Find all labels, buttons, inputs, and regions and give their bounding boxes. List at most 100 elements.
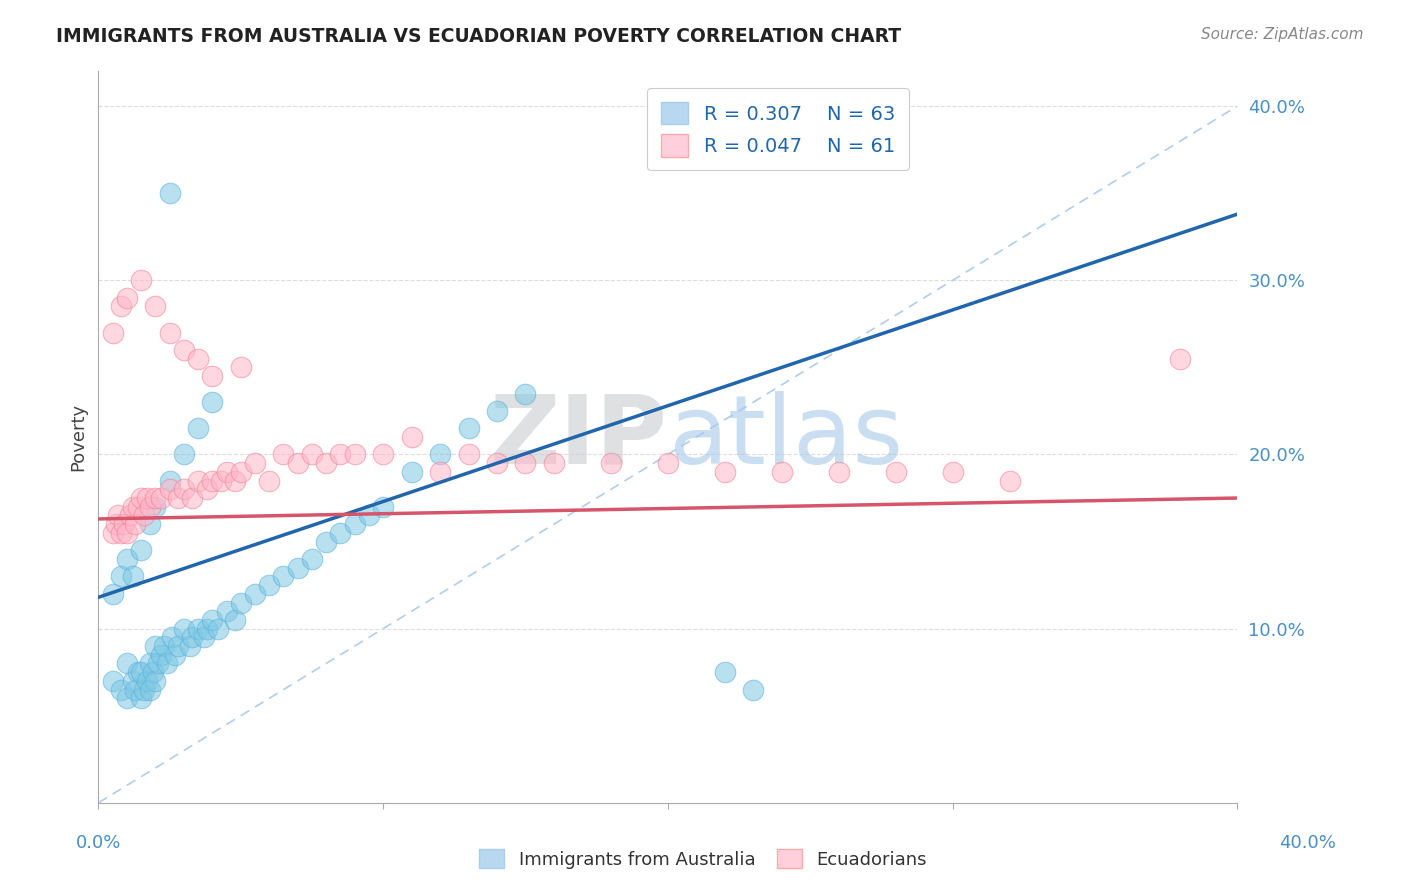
Point xyxy=(124,682,146,697)
Point xyxy=(165,648,187,662)
Point xyxy=(148,657,170,671)
Point xyxy=(156,657,179,671)
Point xyxy=(770,465,793,479)
Point xyxy=(357,508,380,523)
Point xyxy=(135,673,157,688)
Point xyxy=(159,483,181,497)
Point xyxy=(998,474,1021,488)
Y-axis label: Poverty: Poverty xyxy=(69,403,87,471)
Point xyxy=(1170,351,1192,366)
Point xyxy=(828,465,851,479)
Point xyxy=(153,639,176,653)
Point xyxy=(118,508,141,523)
Point xyxy=(162,631,184,645)
Point xyxy=(141,665,163,680)
Point xyxy=(343,517,366,532)
Point xyxy=(150,648,173,662)
Point xyxy=(129,665,152,680)
Point xyxy=(159,186,181,201)
Point xyxy=(329,525,352,540)
Point xyxy=(301,552,323,566)
Point xyxy=(201,369,224,384)
Point xyxy=(145,673,167,688)
Point xyxy=(127,500,149,514)
Point xyxy=(215,465,238,479)
Point xyxy=(167,491,190,505)
Point xyxy=(110,569,132,583)
Point xyxy=(515,386,537,401)
Point xyxy=(145,300,167,314)
Point xyxy=(159,326,181,340)
Point xyxy=(173,483,195,497)
Point xyxy=(101,525,124,540)
Point xyxy=(401,430,423,444)
Point xyxy=(101,673,124,688)
Point xyxy=(742,682,765,697)
Point xyxy=(373,500,395,514)
Point xyxy=(657,456,679,470)
Legend: Immigrants from Australia, Ecuadorians: Immigrants from Australia, Ecuadorians xyxy=(471,842,935,876)
Point xyxy=(373,448,395,462)
Point xyxy=(201,613,224,627)
Point xyxy=(173,622,195,636)
Point xyxy=(224,474,246,488)
Point xyxy=(273,569,295,583)
Point xyxy=(187,421,209,435)
Point xyxy=(110,300,132,314)
Point xyxy=(195,622,218,636)
Text: atlas: atlas xyxy=(668,391,903,483)
Point xyxy=(224,613,246,627)
Point xyxy=(315,534,337,549)
Point xyxy=(273,448,295,462)
Point xyxy=(181,491,204,505)
Point xyxy=(343,448,366,462)
Point xyxy=(101,587,124,601)
Point xyxy=(101,326,124,340)
Point xyxy=(115,525,138,540)
Point xyxy=(193,631,215,645)
Text: Source: ZipAtlas.com: Source: ZipAtlas.com xyxy=(1201,27,1364,42)
Point xyxy=(315,456,337,470)
Point xyxy=(124,517,146,532)
Point xyxy=(150,491,173,505)
Point xyxy=(173,448,195,462)
Point xyxy=(179,639,201,653)
Point xyxy=(173,343,195,357)
Legend: R = 0.307    N = 63, R = 0.047    N = 61: R = 0.307 N = 63, R = 0.047 N = 61 xyxy=(647,88,908,170)
Point xyxy=(187,622,209,636)
Point xyxy=(181,631,204,645)
Point xyxy=(129,491,152,505)
Point xyxy=(115,657,138,671)
Text: ZIP: ZIP xyxy=(489,391,668,483)
Point xyxy=(121,673,143,688)
Point xyxy=(187,351,209,366)
Point xyxy=(167,639,190,653)
Point xyxy=(112,517,135,532)
Point xyxy=(104,517,127,532)
Point xyxy=(457,421,479,435)
Point xyxy=(543,456,565,470)
Point xyxy=(145,639,167,653)
Point xyxy=(243,587,266,601)
Point xyxy=(129,273,152,287)
Point xyxy=(201,474,224,488)
Point xyxy=(457,448,479,462)
Point xyxy=(121,500,143,514)
Point xyxy=(145,500,167,514)
Point xyxy=(115,291,138,305)
Point xyxy=(714,665,737,680)
Point xyxy=(229,465,252,479)
Point xyxy=(429,448,451,462)
Point xyxy=(600,456,623,470)
Point xyxy=(107,508,129,523)
Point xyxy=(884,465,907,479)
Point xyxy=(138,657,160,671)
Point xyxy=(229,595,252,609)
Point xyxy=(201,395,224,409)
Point xyxy=(486,404,509,418)
Point xyxy=(243,456,266,470)
Text: 0.0%: 0.0% xyxy=(76,834,121,852)
Point xyxy=(132,682,155,697)
Point xyxy=(138,500,160,514)
Point xyxy=(209,474,232,488)
